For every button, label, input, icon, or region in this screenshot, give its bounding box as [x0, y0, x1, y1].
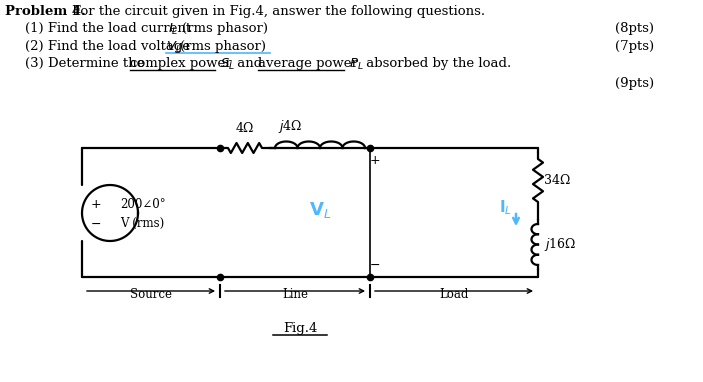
Text: 4Ω: 4Ω — [236, 122, 254, 135]
Text: (2) Find the load voltage: (2) Find the load voltage — [25, 40, 194, 53]
Text: $S_L$: $S_L$ — [216, 57, 236, 72]
Text: +: + — [91, 197, 101, 210]
Text: absorbed by the load.: absorbed by the load. — [362, 57, 511, 70]
Text: Problem 4.: Problem 4. — [5, 5, 86, 18]
Text: 200∠0°: 200∠0° — [120, 197, 166, 210]
Text: (rms phasor): (rms phasor) — [182, 22, 268, 35]
Text: $P_L$: $P_L$ — [345, 57, 363, 72]
Text: −: − — [91, 217, 101, 230]
Text: $\mathbf{I}_L$: $\mathbf{I}_L$ — [499, 199, 512, 217]
Text: (8pts): (8pts) — [615, 22, 654, 35]
Text: Fig.4: Fig.4 — [283, 322, 317, 335]
Text: $j$4Ω: $j$4Ω — [278, 118, 302, 135]
Text: (9pts): (9pts) — [615, 77, 654, 90]
Text: 34Ω: 34Ω — [544, 174, 570, 187]
Text: complex power: complex power — [130, 57, 231, 70]
Text: +: + — [370, 154, 380, 167]
Text: Source: Source — [130, 288, 172, 301]
Text: Load: Load — [439, 288, 469, 301]
Text: $\mathbf{V}_L$: $\mathbf{V}_L$ — [309, 200, 331, 220]
Text: (7pts): (7pts) — [615, 40, 654, 53]
Text: (1) Find the load current: (1) Find the load current — [25, 22, 195, 35]
Text: $I_L$: $I_L$ — [168, 22, 179, 37]
Text: −: − — [370, 259, 380, 272]
Text: and: and — [233, 57, 266, 70]
Text: $j$16Ω: $j$16Ω — [544, 236, 576, 253]
Text: (3) Determine the: (3) Determine the — [25, 57, 148, 70]
Text: (rms phasor): (rms phasor) — [180, 40, 266, 53]
Text: For the circuit given in Fig.4, answer the following questions.: For the circuit given in Fig.4, answer t… — [72, 5, 485, 18]
Text: V (rms): V (rms) — [120, 217, 165, 230]
Text: $V_L$: $V_L$ — [166, 40, 181, 55]
Text: Line: Line — [282, 288, 308, 301]
Text: average power: average power — [258, 57, 358, 70]
